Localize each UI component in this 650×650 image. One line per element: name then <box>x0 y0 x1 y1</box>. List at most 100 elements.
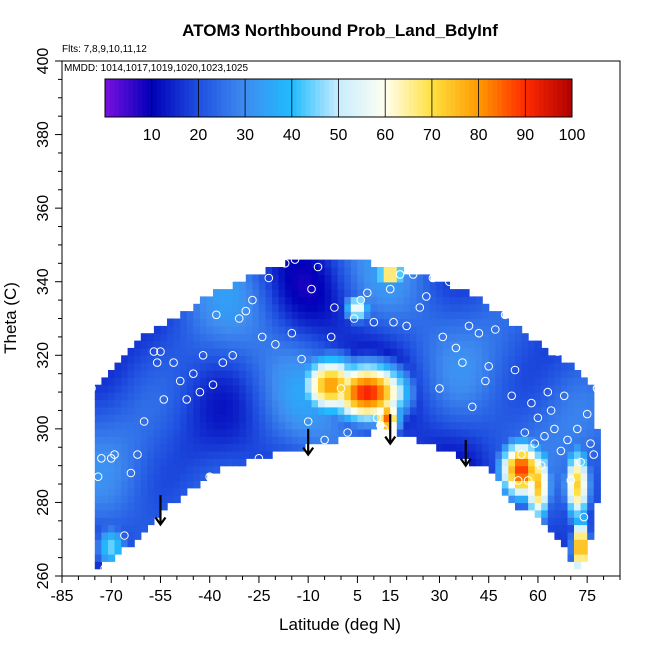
field-cell <box>442 384 450 393</box>
observation-point <box>169 358 178 367</box>
field-cell <box>304 281 313 290</box>
field-cell <box>331 406 339 415</box>
field-cell <box>357 377 365 386</box>
field-cell <box>232 377 240 386</box>
field-cell <box>311 259 319 268</box>
field-cell <box>199 318 208 327</box>
observation-point <box>491 325 500 334</box>
field-cell <box>239 377 247 386</box>
field-cell <box>278 340 286 349</box>
field-cell <box>508 377 516 386</box>
field-cell <box>147 406 155 415</box>
field-cell <box>469 318 477 327</box>
field-cell <box>455 399 464 408</box>
field-cell <box>114 473 122 481</box>
field-cell <box>265 267 273 275</box>
colorbar-segment <box>109 79 115 117</box>
observation-point <box>343 428 352 437</box>
field-cell <box>560 370 569 378</box>
field-cell <box>101 458 109 467</box>
field-cell <box>134 458 142 467</box>
field-cell <box>370 414 378 423</box>
field-cell <box>160 480 168 489</box>
field-cell <box>272 436 280 445</box>
field-cell <box>554 384 562 393</box>
field-cell <box>462 362 470 371</box>
field-cell <box>127 377 135 386</box>
field-cell <box>501 362 509 371</box>
field-cell <box>180 458 188 467</box>
field-cell <box>429 436 437 445</box>
field-cell <box>108 384 116 393</box>
field-cell <box>547 406 555 415</box>
field-cell <box>482 414 490 423</box>
field-cell <box>278 428 286 437</box>
field-cell <box>94 392 102 401</box>
field-cell <box>140 370 148 378</box>
field-cell <box>521 384 529 393</box>
field-cell <box>272 311 280 320</box>
field-cell <box>298 392 306 401</box>
field-cell <box>364 384 372 393</box>
field-cell <box>324 362 332 371</box>
field-cell <box>350 325 358 334</box>
field-cell <box>370 274 378 283</box>
field-cell <box>140 517 148 526</box>
field-cell <box>311 267 319 275</box>
observation-point <box>513 476 523 485</box>
field-cell <box>469 325 477 334</box>
field-cell <box>580 473 588 481</box>
field-cell <box>567 414 575 423</box>
field-cell <box>278 347 286 356</box>
field-cell <box>350 267 358 275</box>
field-cell <box>331 384 339 393</box>
observation-point <box>451 343 461 353</box>
field-cell <box>423 377 431 386</box>
field-cell <box>318 428 326 437</box>
field-cell <box>206 296 214 305</box>
field-cell <box>213 347 221 356</box>
field-cell <box>403 289 411 298</box>
field-cell <box>108 414 116 423</box>
field-cell <box>265 362 273 371</box>
field-cell <box>318 362 326 371</box>
field-cell <box>416 296 424 305</box>
field-cell <box>409 318 418 327</box>
field-cell <box>121 450 129 459</box>
field-cell <box>318 421 326 430</box>
field-cell <box>515 428 523 437</box>
field-cell <box>140 377 148 386</box>
colorbar-tick-label: 80 <box>470 127 488 144</box>
field-cell <box>350 362 358 371</box>
field-cell <box>442 311 450 320</box>
field-cell <box>108 495 116 504</box>
field-cell <box>298 370 306 378</box>
field-cell <box>350 296 358 305</box>
field-cell <box>495 421 503 430</box>
field-cell <box>547 392 555 401</box>
field-cell <box>593 487 601 496</box>
field-cell <box>318 267 326 275</box>
field-cell <box>554 465 562 474</box>
field-cell <box>245 325 253 334</box>
field-cell <box>528 465 536 474</box>
observation-point <box>559 391 569 401</box>
field-cell <box>482 399 490 408</box>
field-cell <box>350 377 358 386</box>
field-cell <box>364 406 372 415</box>
field-cell <box>258 443 267 452</box>
field-cell <box>409 392 418 401</box>
field-cell <box>495 318 503 327</box>
field-cell <box>219 340 227 349</box>
field-cell <box>134 392 142 401</box>
field-cell <box>357 318 365 327</box>
field-cell <box>344 333 352 342</box>
field-cell <box>337 355 345 364</box>
field-cell <box>153 443 162 452</box>
field-cell <box>147 450 155 459</box>
field-cell <box>508 325 516 334</box>
field-cell <box>403 414 411 423</box>
field-cell <box>304 347 313 356</box>
field-cell <box>291 303 299 312</box>
field-cell <box>101 502 109 511</box>
